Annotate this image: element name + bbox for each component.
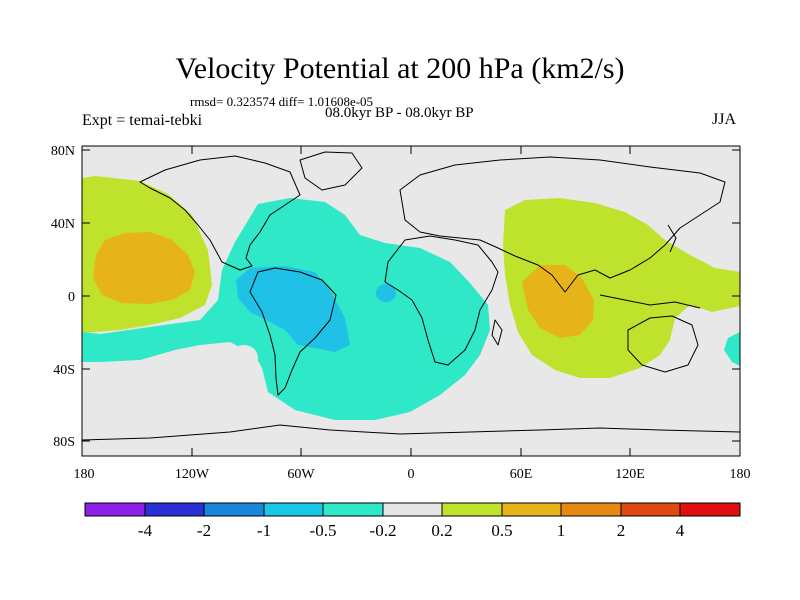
coast-africa — [384, 235, 499, 366]
experiment-label: Expt = temai-tebki — [82, 112, 203, 129]
contour-atlantic-small-core — [376, 284, 396, 302]
colorbar-swatch — [323, 503, 383, 516]
lon-label: 180 — [74, 467, 95, 482]
lat-ticks — [82, 149, 740, 442]
colorbar-label: -1 — [257, 521, 271, 540]
colorbar-swatch — [145, 503, 204, 516]
coast-japan — [667, 224, 677, 253]
contour-pacific-positive-inner — [93, 232, 195, 304]
coast-antarctica — [82, 424, 740, 441]
coastlines — [82, 151, 740, 441]
coast-greenland — [299, 151, 363, 191]
colorbar-label: 1 — [557, 521, 566, 540]
lon-label: 60W — [287, 467, 315, 482]
season-label: JJA — [712, 111, 737, 128]
lat-label: 80S — [53, 435, 75, 450]
colorbar: -4 -2 -1 -0.5 -0.2 0.2 0.5 1 2 4 — [84, 502, 741, 540]
lon-label: 0 — [408, 467, 415, 482]
lat-label: 80N — [51, 144, 75, 159]
figure-title: Velocity Potential at 200 hPa (km2/s) — [175, 52, 625, 85]
lat-label: 40S — [53, 363, 75, 378]
lon-ticks — [81, 146, 741, 456]
coast-north-america — [139, 155, 301, 271]
colorbar-swatch — [621, 503, 680, 516]
lon-label: 180 — [730, 467, 751, 482]
coast-madagascar — [491, 319, 503, 346]
colorbar-swatch — [85, 503, 145, 516]
rmsd-diff-text: rmsd= 0.323574 diff= 1.01608e-05 — [190, 94, 374, 109]
colorbar-label: 0.2 — [431, 521, 452, 540]
colorbar-label: -0.5 — [310, 521, 337, 540]
contour-atlantic-negative-hole — [230, 345, 258, 371]
colorbar-swatch — [264, 503, 323, 516]
colorbar-swatch — [442, 503, 502, 516]
contour-east-edge-negative — [724, 332, 740, 366]
coast-eurasia — [399, 156, 726, 293]
lat-label: 0 — [68, 290, 75, 305]
colorbar-swatch — [204, 503, 264, 516]
colorbar-label: 4 — [676, 521, 685, 540]
coast-maritime-continent — [599, 294, 701, 309]
colorbar-swatch — [680, 503, 740, 516]
colorbar-swatch — [561, 503, 621, 516]
colorbar-label: -0.2 — [370, 521, 397, 540]
contour-asia-positive-inner — [522, 265, 594, 338]
colorbar-label: 0.5 — [491, 521, 512, 540]
colorbar-swatch — [502, 503, 561, 516]
lon-label: 120W — [175, 467, 210, 482]
lat-label: 40N — [51, 217, 75, 232]
contour-fills — [82, 176, 740, 420]
colorbar-label: 2 — [617, 521, 626, 540]
lon-label: 60E — [510, 467, 533, 482]
colorbar-swatch — [383, 503, 442, 516]
lon-label: 120E — [615, 467, 645, 482]
colorbar-label: -2 — [197, 521, 211, 540]
coast-south-america — [249, 267, 337, 396]
coast-australia — [627, 315, 699, 373]
period-label: 08.0kyr BP - 08.0kyr BP — [325, 105, 474, 121]
colorbar-label: -4 — [138, 521, 153, 540]
